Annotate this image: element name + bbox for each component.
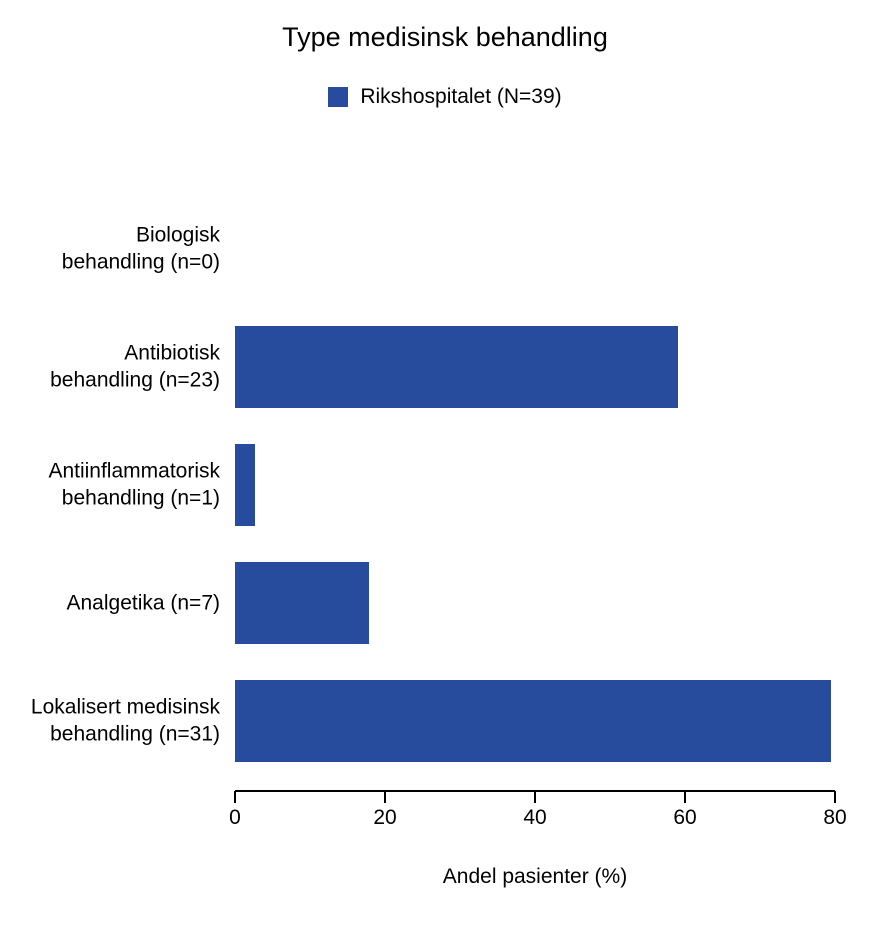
x-tick [234, 791, 236, 803]
x-tick-label: 20 [373, 806, 396, 830]
bar-row: Antibiotiskbehandling (n=23) [235, 308, 835, 426]
bar [235, 562, 369, 644]
x-tick-label: 80 [823, 806, 846, 830]
x-tick-label: 40 [523, 806, 546, 830]
x-tick-label: 60 [673, 806, 696, 830]
bar-category-label: Analgetika (n=7) [66, 589, 220, 616]
bar-row: Biologiskbehandling (n=0) [235, 190, 835, 308]
legend-item: Rikshospitalet (N=39) [328, 85, 561, 109]
bar-row: Antiinflammatoriskbehandling (n=1) [235, 426, 835, 544]
bar [235, 326, 678, 408]
x-tick [384, 791, 386, 803]
x-axis: 020406080 [235, 790, 835, 792]
legend-swatch [328, 87, 348, 107]
bar-category-label: Antiinflammatoriskbehandling (n=1) [48, 458, 220, 513]
x-tick [684, 791, 686, 803]
x-axis-label: Andel pasienter (%) [235, 865, 835, 889]
bar-category-label: Antibiotiskbehandling (n=23) [50, 340, 220, 395]
plot-area: Biologiskbehandling (n=0)Antibiotiskbeha… [235, 190, 835, 790]
legend: Rikshospitalet (N=39) [0, 85, 890, 112]
x-tick [534, 791, 536, 803]
bar-row: Lokalisert medisinskbehandling (n=31) [235, 662, 835, 780]
x-tick [834, 791, 836, 803]
bar-category-label: Lokalisert medisinskbehandling (n=31) [31, 694, 220, 749]
bar-row: Analgetika (n=7) [235, 544, 835, 662]
chart-container: Type medisinsk behandling Rikshospitalet… [0, 0, 890, 952]
bar [235, 680, 831, 762]
bar [235, 444, 255, 526]
bar-category-label: Biologiskbehandling (n=0) [62, 222, 220, 277]
chart-title: Type medisinsk behandling [0, 22, 890, 53]
legend-label: Rikshospitalet (N=39) [360, 85, 561, 109]
x-tick-label: 0 [229, 806, 241, 830]
